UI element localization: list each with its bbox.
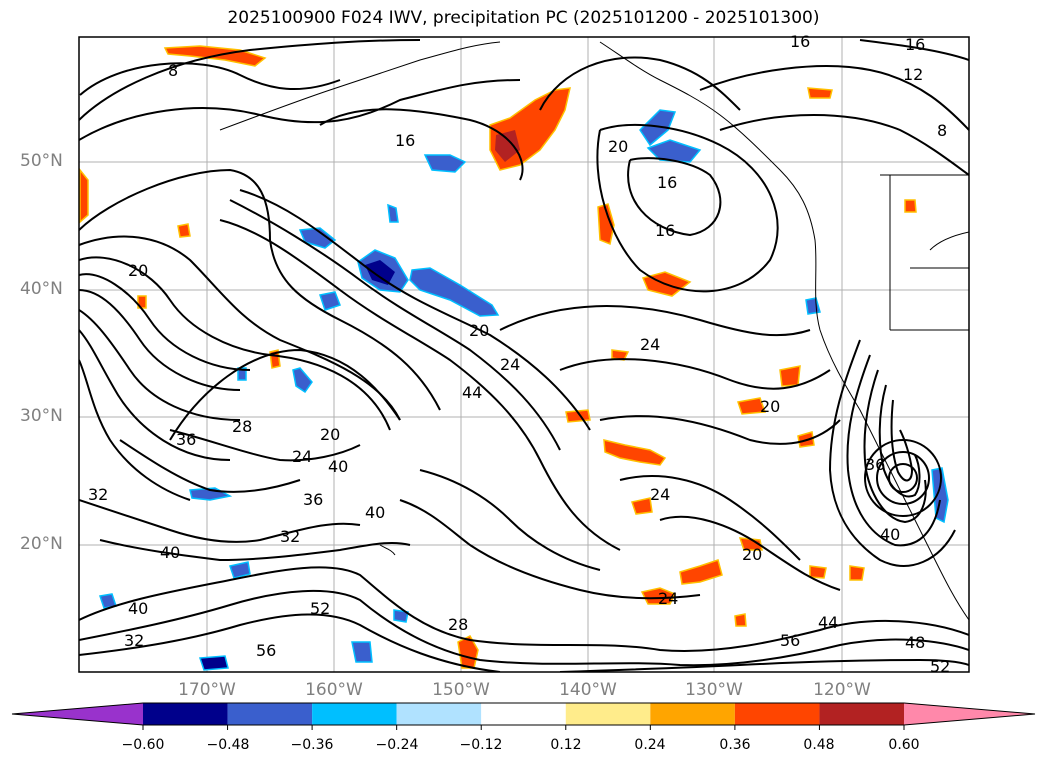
colorbar — [11, 702, 1036, 730]
contour-label: 56 — [256, 641, 276, 660]
colorbar-tick-label: 0.24 — [634, 737, 666, 753]
contour-label-layer: 8 16 12 8 16 20 16 16 20 20 24 44 20 24 … — [88, 32, 950, 676]
colorbar-bin — [650, 703, 735, 725]
colorbar-bin — [143, 703, 228, 725]
map-frame — [78, 36, 970, 673]
colorbar-bin — [227, 703, 313, 725]
lon-label-120w: 120°W — [813, 680, 871, 700]
contour-label: 32 — [280, 527, 300, 546]
contour-label: 40 — [328, 457, 348, 476]
contour-label: 24 — [658, 589, 678, 608]
contour-label: 28 — [232, 417, 252, 436]
colorbar-extend-low — [12, 703, 143, 725]
contour-label: 40 — [160, 543, 180, 562]
contour-label: 48 — [905, 633, 925, 652]
contour-label: 16 — [905, 35, 925, 54]
contour-label: 52 — [310, 599, 330, 618]
lon-label-140w: 140°W — [559, 680, 617, 700]
contour-label: 36 — [176, 430, 196, 449]
lat-label-40n: 40°N — [20, 279, 63, 299]
contour-label: 36 — [865, 455, 885, 474]
colorbar-bin — [819, 703, 904, 725]
colorbar-tick-label: −0.60 — [121, 737, 165, 753]
contour-label: 44 — [462, 383, 482, 402]
contour-label: 16 — [395, 131, 415, 150]
contour-label: 16 — [655, 221, 675, 240]
lon-label-170w: 170°W — [178, 680, 236, 700]
contour-label: 20 — [608, 137, 628, 156]
colorbar-tick-label: 0.36 — [719, 737, 751, 753]
contour-label: 20 — [760, 397, 780, 416]
contour-label: 32 — [124, 631, 144, 650]
contour-label: 40 — [365, 503, 385, 522]
contour-label: 16 — [790, 32, 810, 51]
colorbar-tick-label: 0.12 — [550, 737, 582, 753]
contour-label: 20 — [469, 321, 489, 340]
contour-label: 20 — [128, 261, 148, 280]
contour-label: 40 — [128, 599, 148, 618]
lon-label-160w: 160°W — [305, 680, 363, 700]
contour-label: 52 — [930, 657, 950, 676]
iwv-contours — [79, 39, 969, 672]
map-title: 2025100900 F024 IWV, precipitation PC (2… — [227, 8, 820, 28]
colorbar-tick-label: −0.36 — [290, 737, 334, 753]
colorbar-tick-label: −0.24 — [375, 737, 419, 753]
contour-label: 8 — [168, 61, 178, 80]
contour-label: 56 — [780, 631, 800, 650]
contour-label: 20 — [742, 545, 762, 564]
colorbar-tick-label: 0.48 — [803, 737, 835, 753]
colorbar-tick-label: −0.48 — [206, 737, 250, 753]
colorbar-bin — [396, 703, 482, 725]
contour-label: 20 — [320, 425, 340, 444]
contour-label: 32 — [88, 485, 108, 504]
contour-label: 40 — [880, 525, 900, 544]
contour-label: 24 — [640, 335, 660, 354]
colorbar-bin — [312, 703, 397, 725]
lat-label-30n: 30°N — [20, 406, 63, 426]
contour-label: 24 — [500, 355, 520, 374]
contour-label: 16 — [657, 173, 677, 192]
colorbar-bin — [565, 703, 651, 725]
lat-label-50n: 50°N — [20, 151, 63, 171]
coastlines — [219, 41, 969, 621]
contour-label: 24 — [650, 485, 670, 504]
contour-label: 8 — [937, 121, 947, 140]
contour-label: 24 — [292, 447, 312, 466]
contour-label: 44 — [818, 613, 838, 632]
contour-label: 28 — [448, 615, 468, 634]
precip-negative — [99, 109, 949, 671]
lon-label-130w: 130°W — [685, 680, 743, 700]
colorbar-tick-label: 0.60 — [888, 737, 920, 753]
colorbar-bin — [734, 703, 820, 725]
colorbar-bin — [481, 703, 566, 725]
colorbar-bins — [142, 703, 905, 730]
colorbar-tick-label: −0.12 — [459, 737, 503, 753]
lat-label-20n: 20°N — [20, 534, 63, 554]
colorbar-extend-high — [904, 703, 1035, 725]
lon-label-150w: 150°W — [432, 680, 490, 700]
contour-label: 36 — [303, 490, 323, 509]
contour-label: 12 — [903, 65, 923, 84]
